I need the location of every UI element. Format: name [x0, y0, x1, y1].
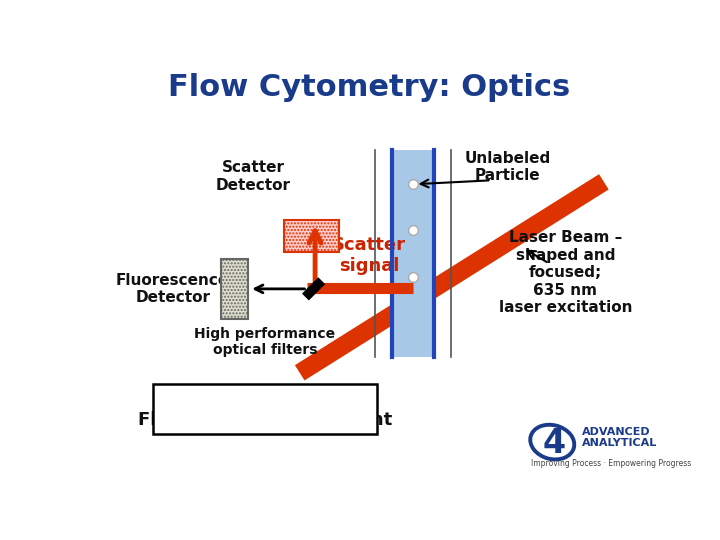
Bar	[221, 259, 248, 319]
Text: ADVANCED
ANALYTICAL: ADVANCED ANALYTICAL	[582, 427, 657, 448]
Text: 4: 4	[542, 427, 565, 460]
Bar	[392, 150, 434, 357]
Text: Scatter without
Fluorescence = No Count: Scatter without Fluorescence = No Count	[138, 390, 392, 429]
Text: Fluorescence
Detector: Fluorescence Detector	[116, 273, 229, 305]
Text: Unlabeled
Particle: Unlabeled Particle	[464, 151, 551, 184]
Bar	[153, 384, 377, 434]
Text: Laser Beam –
shaped and
focused;
635 nm
laser excitation: Laser Beam – shaped and focused; 635 nm …	[498, 231, 632, 315]
Text: Improving Process · Empowering Progress: Improving Process · Empowering Progress	[531, 459, 691, 468]
Text: Flow Cytometry: Optics: Flow Cytometry: Optics	[168, 73, 570, 103]
Text: High performance
optical filters: High performance optical filters	[194, 327, 336, 357]
Text: Scatter
signal: Scatter signal	[332, 237, 406, 275]
Text: Scatter
Detector: Scatter Detector	[216, 160, 291, 193]
Bar	[284, 220, 339, 252]
